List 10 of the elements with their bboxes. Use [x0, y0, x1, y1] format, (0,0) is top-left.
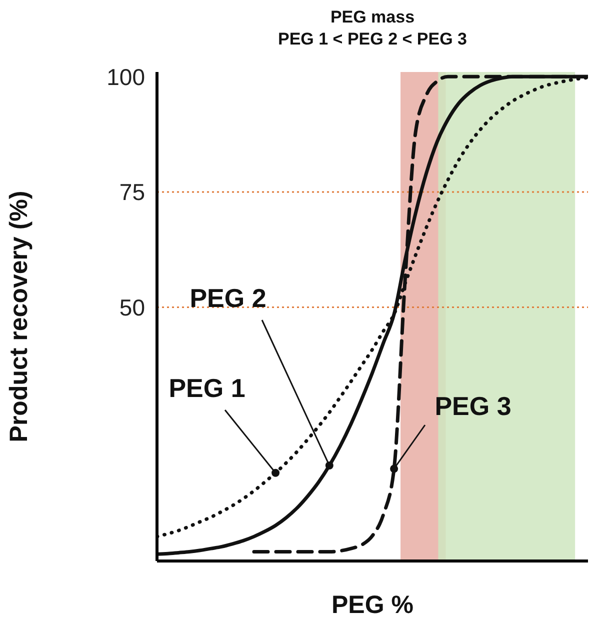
chart-title: PEG mass [330, 7, 415, 26]
text: PEG 1 [168, 372, 246, 403]
y-axis-title: Product recovery (%) [4, 190, 33, 442]
x-axis-title: PEG % [332, 591, 414, 619]
series-label: PEG 3 [434, 390, 512, 421]
chart-subtitle: PEG 1 < PEG 2 < PEG 3 [278, 29, 467, 48]
y-tick-label: 100 [106, 64, 145, 90]
y-tick-label: 50 [119, 294, 145, 320]
y-tick-label: 75 [119, 179, 145, 206]
text: PEG 2 [190, 282, 266, 313]
